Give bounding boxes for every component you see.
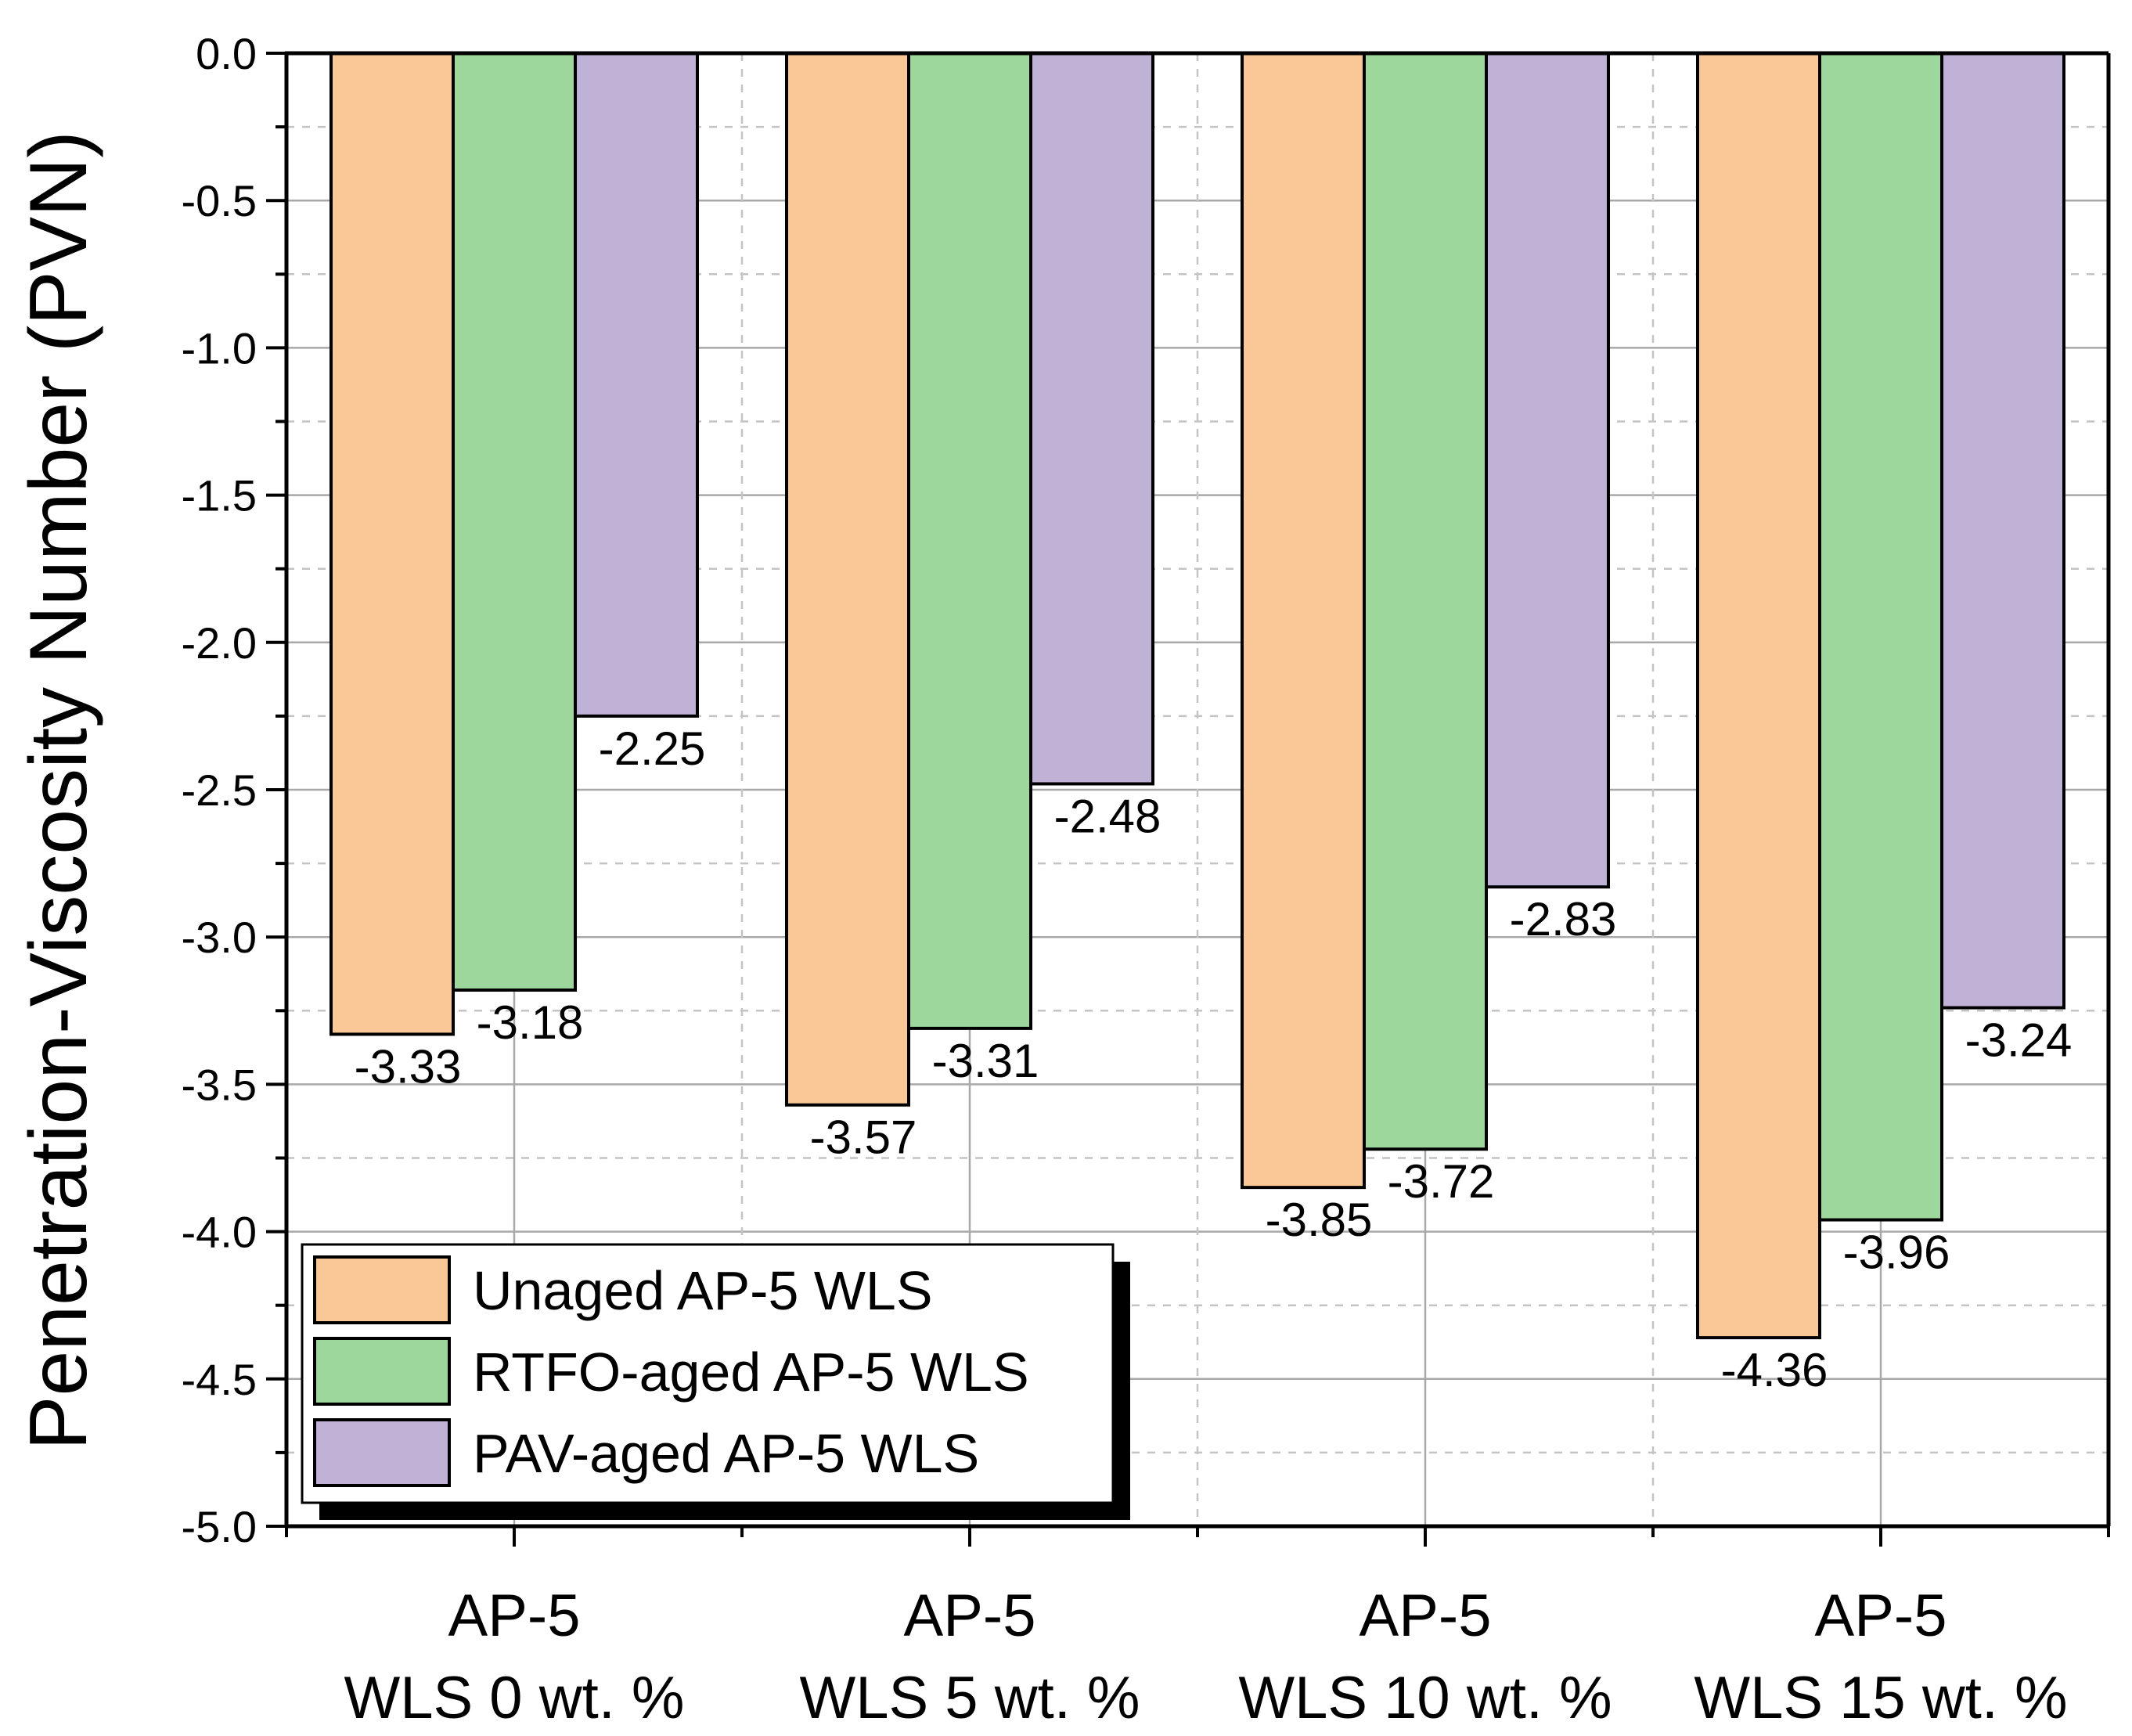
bar xyxy=(1363,52,1488,1151)
bar xyxy=(574,52,699,718)
category-label-line1: AP-5 xyxy=(904,1583,1036,1649)
y-tick-label: -4.0 xyxy=(182,1208,257,1257)
y-tick-label: -2.0 xyxy=(182,618,257,668)
data-label: -2.48 xyxy=(1054,790,1161,842)
y-tick-label: -3.0 xyxy=(182,913,257,962)
category-label-line2: WLS 15 wt. % xyxy=(1694,1665,2067,1731)
legend-label: PAV-aged AP-5 WLS xyxy=(473,1423,979,1484)
bar xyxy=(907,52,1032,1030)
category-label-line1: AP-5 xyxy=(1815,1583,1947,1649)
y-tick-label: -3.5 xyxy=(182,1060,257,1109)
y-tick-label: -2.5 xyxy=(182,765,257,815)
legend-swatch xyxy=(313,1255,451,1324)
y-tick-label: 0.0 xyxy=(196,29,257,78)
bar xyxy=(1241,52,1366,1190)
bar xyxy=(1818,52,1943,1222)
legend: Unaged AP-5 WLS RTFO-aged AP-5 WLS PAV-age… xyxy=(301,1243,1130,1520)
category-label-line1: AP-5 xyxy=(1360,1583,1492,1649)
category-label-line2: WLS 10 wt. % xyxy=(1238,1665,1612,1731)
legend-label: Unaged AP-5 WLS xyxy=(473,1260,933,1321)
category-label-line2: WLS 0 wt. % xyxy=(344,1665,685,1731)
y-tick-label: -1.5 xyxy=(182,471,257,520)
data-label: -3.33 xyxy=(355,1040,462,1093)
data-labels-group: -3.33 -3.57 -3.85 -4.36 -3.18 -3.31 -3.72 -3.96… xyxy=(355,722,2073,1396)
data-label: -3.72 xyxy=(1388,1155,1495,1208)
legend-swatch xyxy=(313,1337,451,1406)
bar xyxy=(1940,52,2065,1010)
plot-frame xyxy=(284,51,2111,1529)
bars-group xyxy=(330,52,2065,1340)
bar xyxy=(452,52,577,992)
legend-label: RTFO-aged AP-5 WLS xyxy=(473,1342,1029,1403)
y-tick-label: -1.0 xyxy=(182,323,257,373)
data-label: -3.31 xyxy=(932,1035,1039,1087)
data-label: -2.25 xyxy=(599,722,706,775)
bar xyxy=(1029,52,1154,786)
data-label: -4.36 xyxy=(1721,1344,1828,1396)
data-label: -3.85 xyxy=(1266,1194,1373,1246)
category-label-line2: WLS 5 wt. % xyxy=(800,1665,1140,1731)
bar xyxy=(785,52,910,1107)
data-label: -2.83 xyxy=(1510,893,1617,945)
data-label: -3.18 xyxy=(477,996,584,1049)
legend-swatch xyxy=(313,1418,451,1487)
data-label: -3.96 xyxy=(1843,1226,1950,1279)
y-tick-label: -5.0 xyxy=(182,1502,257,1551)
y-axis-title: Penetration-Viscosity Number (PVN) xyxy=(13,131,104,1450)
data-label: -3.24 xyxy=(1965,1014,2073,1067)
category-label-line1: AP-5 xyxy=(448,1583,581,1649)
bar xyxy=(1485,52,1610,889)
y-tick-label: -0.5 xyxy=(182,176,257,225)
bar xyxy=(330,52,455,1036)
bar xyxy=(1696,52,1821,1340)
y-tick-label: -4.5 xyxy=(182,1355,257,1404)
data-label: -3.57 xyxy=(810,1111,917,1164)
axis-ticks: 0.0 -0.5 -1.0 -1.5 -2.0 -2.5 -3.0 -3.5 -4.0 -4.5 -… xyxy=(182,29,2110,1731)
